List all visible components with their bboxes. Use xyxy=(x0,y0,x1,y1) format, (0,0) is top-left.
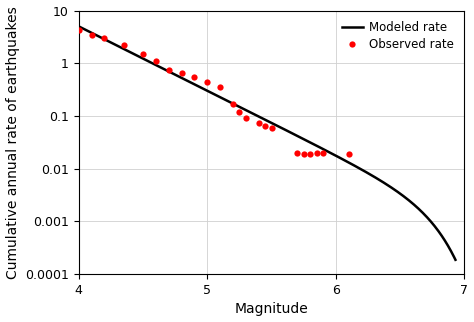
Line: Modeled rate: Modeled rate xyxy=(79,26,456,260)
Legend: Modeled rate, Observed rate: Modeled rate, Observed rate xyxy=(337,16,458,55)
Observed rate xyxy=(204,80,210,83)
Modeled rate xyxy=(453,258,458,262)
Modeled rate xyxy=(328,151,333,155)
Modeled rate xyxy=(143,58,148,62)
Observed rate xyxy=(179,71,184,75)
Observed rate xyxy=(217,85,223,89)
Observed rate xyxy=(243,117,249,120)
Observed rate xyxy=(101,36,107,40)
Observed rate xyxy=(320,151,326,155)
Observed rate xyxy=(301,152,307,156)
Modeled rate xyxy=(298,136,303,139)
Line: Observed rate: Observed rate xyxy=(75,27,352,157)
Modeled rate xyxy=(173,73,178,77)
Observed rate xyxy=(140,52,146,56)
Observed rate xyxy=(191,75,197,79)
Observed rate xyxy=(166,68,172,72)
Observed rate xyxy=(121,43,127,47)
Observed rate xyxy=(256,121,262,125)
Observed rate xyxy=(307,152,313,156)
Observed rate xyxy=(262,124,268,128)
Modeled rate xyxy=(76,24,82,28)
Y-axis label: Cumulative annual rate of earthquakes: Cumulative annual rate of earthquakes xyxy=(6,6,19,279)
Modeled rate xyxy=(246,110,252,114)
X-axis label: Magnitude: Magnitude xyxy=(235,302,309,317)
Observed rate xyxy=(89,33,94,36)
Observed rate xyxy=(153,59,159,63)
Observed rate xyxy=(237,110,242,114)
Observed rate xyxy=(314,151,319,155)
Observed rate xyxy=(269,126,274,130)
Observed rate xyxy=(346,152,352,156)
Modeled rate xyxy=(359,168,365,172)
Observed rate xyxy=(230,102,236,106)
Observed rate xyxy=(76,28,82,32)
Observed rate xyxy=(294,151,300,155)
